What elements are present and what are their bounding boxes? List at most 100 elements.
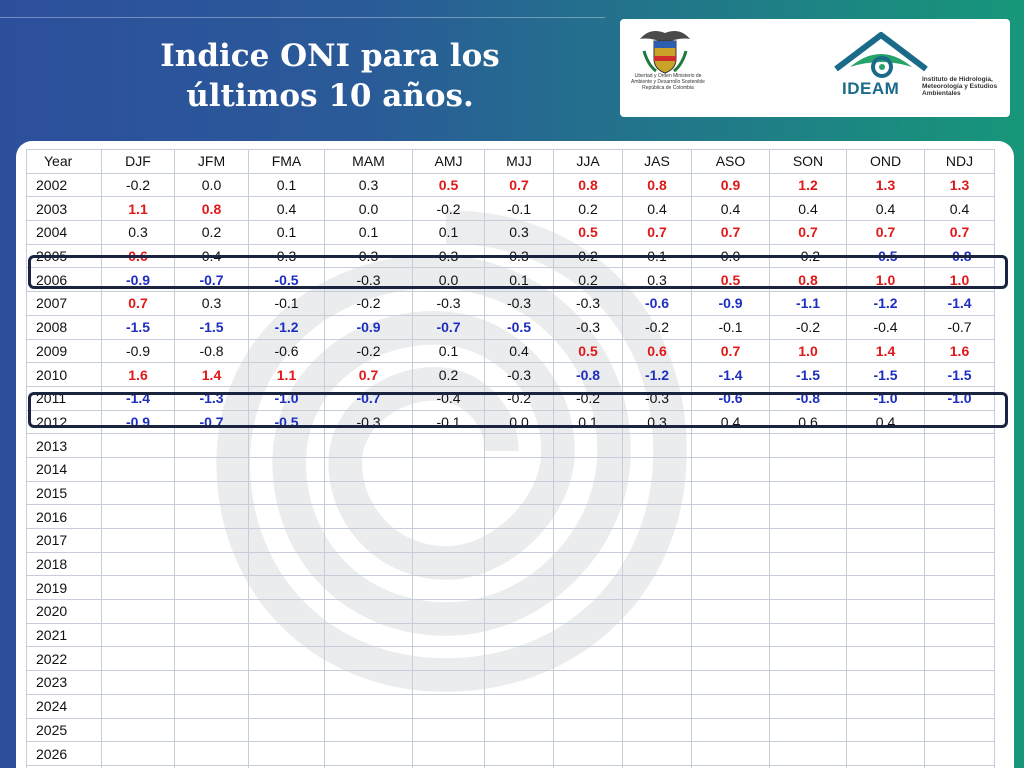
oni-value-cell: -0.5	[846, 243, 925, 269]
oni-value-cell	[924, 409, 995, 435]
oni-value-cell	[174, 693, 249, 719]
year-cell: 2002	[26, 172, 102, 198]
oni-value-cell: -0.3	[484, 362, 554, 387]
oni-value-cell	[691, 456, 770, 482]
oni-value-cell	[691, 504, 770, 529]
oni-value-cell: 1.6	[101, 362, 175, 387]
oni-value-cell: -1.2	[248, 314, 325, 340]
year-cell: 2026	[26, 741, 102, 766]
oni-value-cell	[622, 551, 692, 577]
year-cell: 2010	[26, 362, 102, 387]
year-cell: 2013	[26, 433, 102, 458]
oni-value-cell	[769, 551, 847, 577]
header-mjj: MJJ	[484, 149, 554, 174]
oni-value-cell: -1.5	[769, 362, 847, 387]
oni-value-cell: -0.3	[324, 409, 413, 435]
oni-value-cell	[248, 670, 325, 695]
oni-value-cell	[324, 599, 413, 624]
oni-value-cell	[484, 741, 554, 766]
oni-value-cell	[248, 480, 325, 506]
oni-value-cell	[622, 504, 692, 529]
oni-value-cell: 0.7	[769, 220, 847, 245]
oni-value-cell	[174, 717, 249, 743]
year-cell: 2018	[26, 551, 102, 577]
oni-value-cell	[769, 504, 847, 529]
oni-value-cell	[622, 646, 692, 672]
oni-value-cell	[691, 717, 770, 743]
oni-value-cell: -1.2	[846, 291, 925, 316]
oni-value-cell	[484, 599, 554, 624]
oni-value-cell	[248, 504, 325, 529]
oni-value-cell: 1.0	[769, 338, 847, 364]
table-row: 2010 1.6 1.4 1.1 0.7 0.2 -0.3 -0.8 -1.2 -1.4 -1.5-…	[26, 362, 995, 387]
oni-value-cell	[101, 528, 175, 553]
year-cell: 2022	[26, 646, 102, 672]
oni-value-cell: -1.4	[691, 362, 770, 387]
table-row: 2007 0.7 0.3 -0.1 -0.2 -0.3 -0.3 -0.3 -0.6 -0.9 -1…	[26, 291, 995, 316]
oni-value-cell: 0.7	[691, 220, 770, 245]
oni-value-cell: -0.9	[101, 409, 175, 435]
table-row: 2015	[26, 480, 995, 506]
oni-value-cell	[412, 622, 485, 648]
oni-value-cell	[924, 504, 995, 529]
oni-value-cell	[924, 575, 995, 601]
oni-value-cell: -0.8	[174, 338, 249, 364]
oni-value-cell	[101, 622, 175, 648]
oni-value-cell	[691, 741, 770, 766]
table-row: 2026	[26, 741, 995, 766]
oni-value-cell	[553, 622, 623, 648]
table-row: 2009 -0.9 -0.8 -0.6 -0.2 0.1 0.4 0.5 0.6 0.7 1.0 1.…	[26, 338, 995, 364]
oni-value-cell	[174, 480, 249, 506]
oni-value-cell	[622, 741, 692, 766]
table-row: 2016	[26, 504, 995, 529]
oni-value-cell: 0.3	[412, 243, 485, 269]
oni-value-cell: -1.0	[248, 385, 325, 411]
oni-value-cell	[248, 717, 325, 743]
year-cell: 2019	[26, 575, 102, 601]
oni-value-cell: 0.2	[553, 267, 623, 293]
oni-value-cell: -0.7	[174, 409, 249, 435]
oni-value-cell	[174, 551, 249, 577]
year-cell: 2007	[26, 291, 102, 316]
oni-value-cell	[846, 741, 925, 766]
oni-value-cell	[924, 528, 995, 553]
oni-value-cell	[691, 599, 770, 624]
header-jja: JJA	[553, 149, 623, 174]
oni-value-cell: -0.8	[769, 385, 847, 411]
oni-value-cell: -0.1	[484, 196, 554, 222]
oni-value-cell	[769, 528, 847, 553]
oni-value-cell: -0.9	[691, 291, 770, 316]
oni-value-cell: -0.3	[412, 291, 485, 316]
oni-value-cell	[769, 693, 847, 719]
table-row: 2003 1.1 0.8 0.4 0.0 -0.2 -0.1 0.2 0.4 0.4 0.4 0.4 0…	[26, 196, 995, 222]
oni-value-cell	[248, 551, 325, 577]
header-son: SON	[769, 149, 847, 174]
oni-value-cell: 1.0	[846, 267, 925, 293]
oni-value-cell	[924, 646, 995, 672]
year-cell: 2025	[26, 717, 102, 743]
oni-value-cell	[484, 670, 554, 695]
year-cell: 2006	[26, 267, 102, 293]
table-row: 2017	[26, 528, 995, 553]
header-mam: MAM	[324, 149, 413, 174]
oni-value-cell	[101, 551, 175, 577]
oni-value-cell	[412, 504, 485, 529]
oni-value-cell: 0.0	[174, 172, 249, 198]
oni-value-cell	[248, 575, 325, 601]
oni-value-cell	[622, 433, 692, 458]
oni-value-cell: 0.2	[174, 220, 249, 245]
oni-value-cell	[324, 551, 413, 577]
oni-value-cell	[924, 551, 995, 577]
oni-value-cell	[412, 480, 485, 506]
oni-value-cell	[412, 599, 485, 624]
oni-value-cell	[324, 433, 413, 458]
oni-value-cell	[924, 717, 995, 743]
oni-value-cell: 0.4	[769, 196, 847, 222]
oni-value-cell: -1.3	[174, 385, 249, 411]
oni-value-cell: -0.9	[101, 338, 175, 364]
oni-value-cell	[691, 670, 770, 695]
oni-value-cell	[484, 551, 554, 577]
top-divider-line	[0, 17, 605, 18]
oni-value-cell	[324, 456, 413, 482]
table-row: 2021	[26, 622, 995, 648]
